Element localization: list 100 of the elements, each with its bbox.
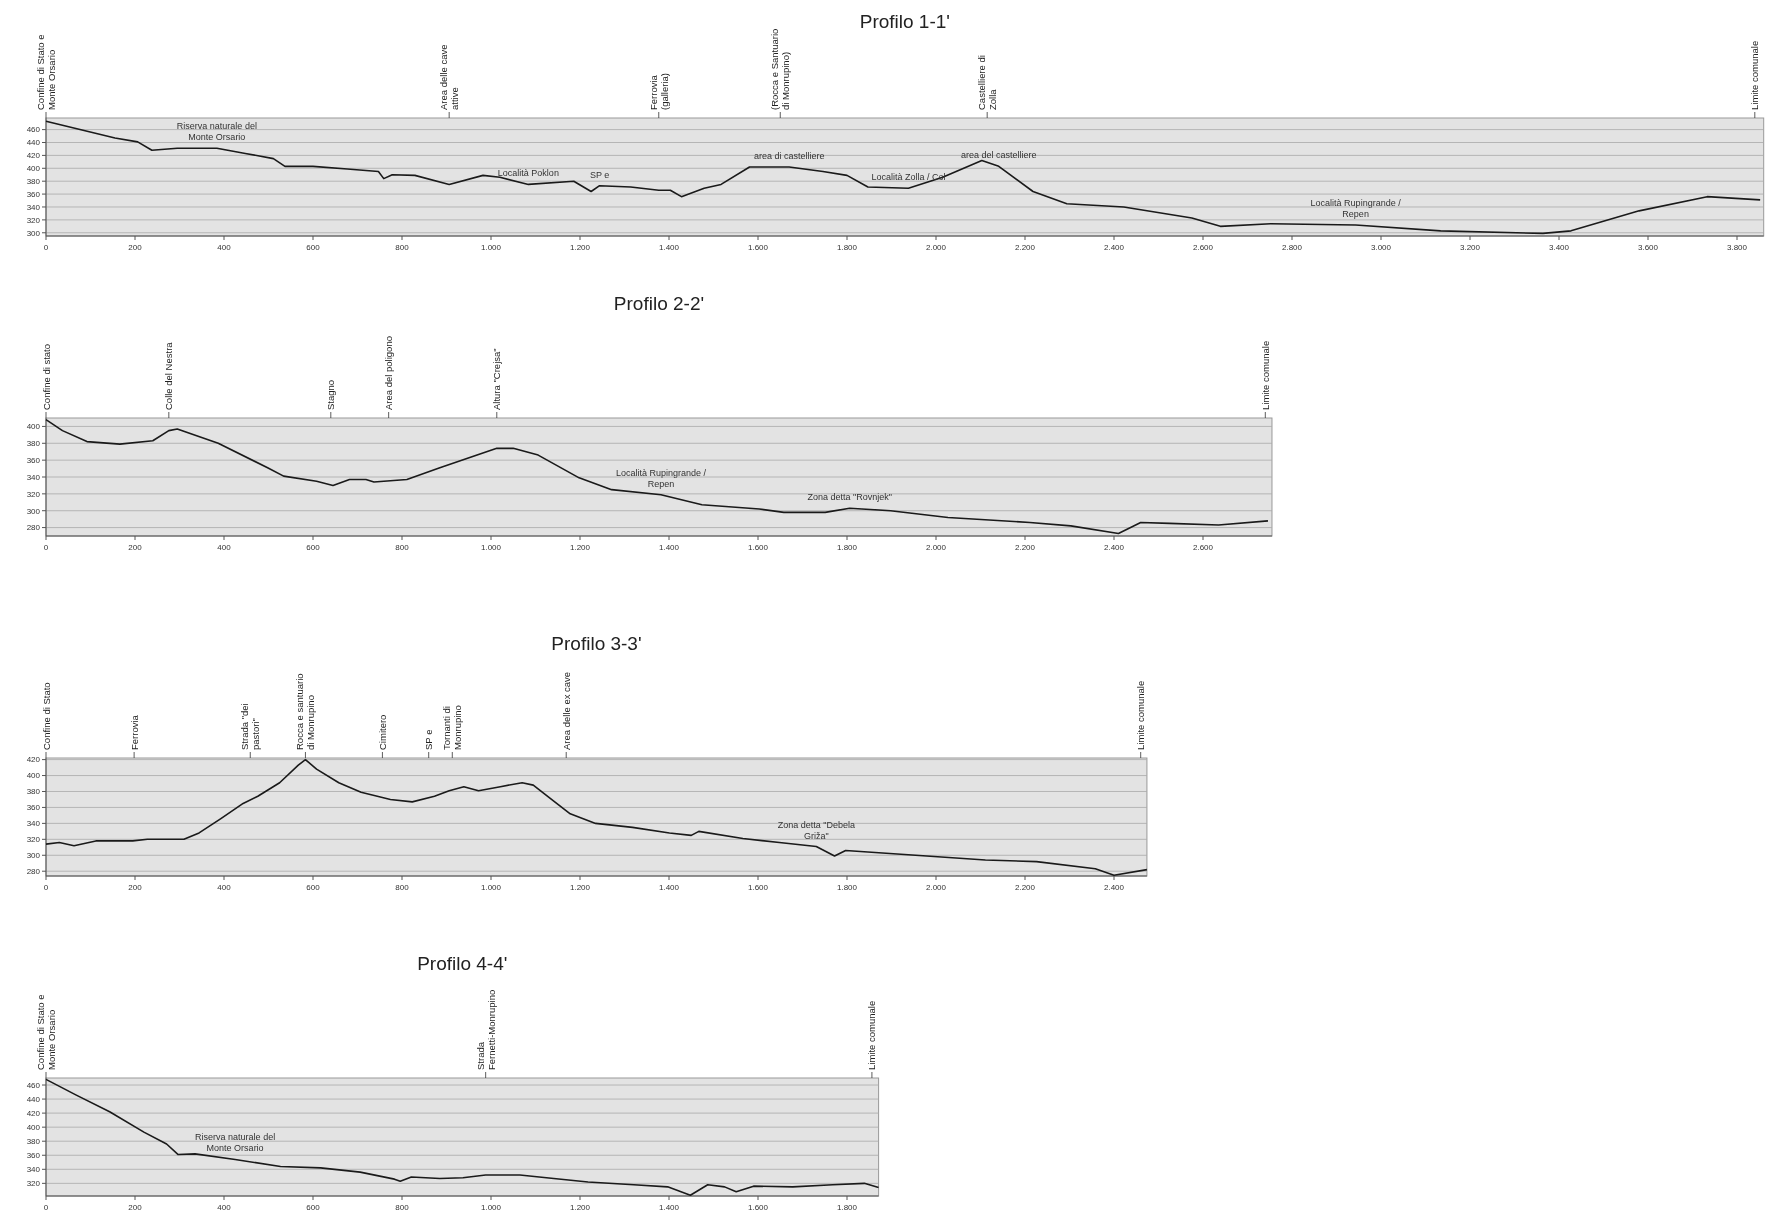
ref-line-label: Altura "Crejsa" [491, 348, 503, 410]
y-tick-label: 320 [26, 489, 41, 499]
x-tick-label: 200 [128, 543, 143, 552]
x-tick-label: 3.600 [1637, 243, 1659, 252]
x-tick-label: 1.400 [658, 543, 680, 552]
x-tick-label: 1.000 [480, 1203, 502, 1212]
x-tick-label: 1.000 [480, 243, 502, 252]
y-tick-label: 280 [26, 523, 41, 533]
ref-line-label: Colle del Nestra [163, 341, 175, 410]
ref-line-label: Confine di Stato e Monte Orsario [35, 994, 57, 1070]
y-tick-label: 420 [26, 151, 41, 161]
ref-line-label: (Rocca e Santuario di Monrupino) [769, 28, 792, 110]
x-tick-label: 1.800 [836, 543, 858, 552]
x-tick-label: 200 [128, 243, 143, 252]
x-tick-label: 600 [306, 883, 321, 892]
x-tick-label: 3.400 [1548, 243, 1570, 252]
annotation: Località Poklon [497, 168, 559, 179]
x-tick-label: 2.600 [1192, 543, 1214, 552]
y-tick-label: 320 [26, 215, 41, 225]
y-tick-label: 400 [26, 164, 41, 174]
ref-line-label: Limite comunale [866, 1000, 878, 1070]
chart-title: Profilo 1-1' [859, 11, 950, 32]
x-tick-label: 2.400 [1103, 243, 1125, 252]
ref-line-label: Strada Fernetti-Monrupino [474, 989, 497, 1070]
ref-line-label: Confine di stato [40, 343, 52, 410]
x-tick-label: 2.200 [1014, 883, 1036, 892]
x-tick-label: 0 [43, 883, 49, 892]
y-tick-label: 400 [26, 771, 41, 781]
y-tick-label: 460 [26, 1080, 41, 1090]
annotation: Zona detta "Rovnjek" [807, 492, 892, 503]
x-tick-label: 0 [43, 243, 49, 252]
annotation: Riserva naturale del Monte Orsario [195, 1132, 276, 1154]
x-tick-label: 1.400 [658, 243, 680, 252]
y-tick-label: 400 [26, 1122, 41, 1132]
x-tick-label: 2.000 [925, 883, 947, 892]
ref-line-label: Area del poligono [383, 336, 395, 410]
y-tick-label: 360 [26, 1151, 41, 1161]
y-tick-label: 320 [26, 1179, 41, 1189]
annotation: Località Rupingrande / Repen [615, 467, 707, 489]
ref-line-label: Ferrovia [128, 714, 140, 750]
x-tick-label: 400 [217, 883, 232, 892]
ref-line-label: Confine di Stato [40, 682, 52, 750]
ref-line-label: Strada "dei pastori" [239, 703, 262, 750]
x-tick-label: 600 [306, 1203, 321, 1212]
x-tick-label: 400 [217, 543, 232, 552]
x-tick-label: 2.600 [1192, 243, 1214, 252]
x-tick-label: 600 [306, 243, 321, 252]
ref-line-label: Stagno [325, 379, 337, 410]
x-tick-label: 1.400 [658, 883, 680, 892]
x-tick-label: 1.600 [747, 883, 769, 892]
x-tick-label: 0 [43, 1203, 49, 1212]
y-tick-label: 380 [26, 1137, 41, 1147]
x-tick-label: 2.800 [1281, 243, 1303, 252]
ref-line-label: Area delle cave attive [438, 44, 461, 110]
x-tick-label: 1.000 [480, 883, 502, 892]
y-tick-label: 360 [26, 189, 41, 199]
ref-line-label: Cimitero [376, 714, 388, 750]
x-tick-label: 2.200 [1014, 543, 1036, 552]
x-tick-label: 1.200 [569, 543, 591, 552]
y-tick-label: 300 [26, 851, 41, 861]
x-tick-label: 1.000 [480, 543, 502, 552]
ref-line-label: Castelliere di Zolla [976, 55, 999, 110]
y-tick-label: 300 [26, 506, 41, 516]
ref-line-label: Limite comunale [1749, 40, 1761, 110]
y-tick-label: 280 [26, 867, 41, 877]
x-tick-label: 800 [395, 543, 410, 552]
x-tick-label: 400 [217, 243, 232, 252]
annotation: Riserva naturale del Monte Orsario [176, 121, 257, 143]
annotation: area di castelliere [753, 151, 825, 162]
x-tick-label: 800 [395, 883, 410, 892]
annotation: area del castelliere [960, 150, 1037, 161]
x-tick-label: 0 [43, 543, 49, 552]
line-series [45, 1078, 880, 1197]
x-tick-label: 2.400 [1103, 543, 1125, 552]
line-series [45, 418, 1269, 535]
y-tick-label: 360 [26, 803, 41, 813]
y-tick-label: 380 [26, 787, 41, 797]
x-tick-label: 2.200 [1014, 243, 1036, 252]
y-tick-label: 380 [26, 176, 41, 186]
x-tick-label: 1.800 [836, 243, 858, 252]
y-tick-label: 420 [26, 755, 41, 765]
y-tick-label: 340 [26, 1165, 41, 1175]
ref-line-label: Ferrovia (galleria) [647, 73, 670, 110]
y-tick-label: 440 [26, 1094, 41, 1104]
y-tick-label: 340 [26, 472, 41, 482]
annotation: Zona detta "Debela Griža" [777, 819, 855, 841]
y-tick-label: 460 [26, 125, 41, 135]
x-tick-label: 3.000 [1370, 243, 1392, 252]
line-series [45, 120, 1761, 235]
y-tick-label: 300 [26, 228, 41, 238]
y-tick-label: 360 [26, 455, 41, 465]
y-tick-label: 420 [26, 1108, 41, 1118]
x-tick-label: 400 [217, 1203, 232, 1212]
annotation: SP e [589, 169, 610, 180]
ref-line-label: Tornanti di Monrupino [441, 705, 464, 750]
ref-line-label: Area delle ex cave [560, 671, 572, 750]
y-tick-label: 380 [26, 439, 41, 449]
x-tick-label: 2.400 [1103, 883, 1125, 892]
y-tick-label: 440 [26, 138, 41, 148]
ref-line-label: Limite comunale [1259, 340, 1271, 410]
